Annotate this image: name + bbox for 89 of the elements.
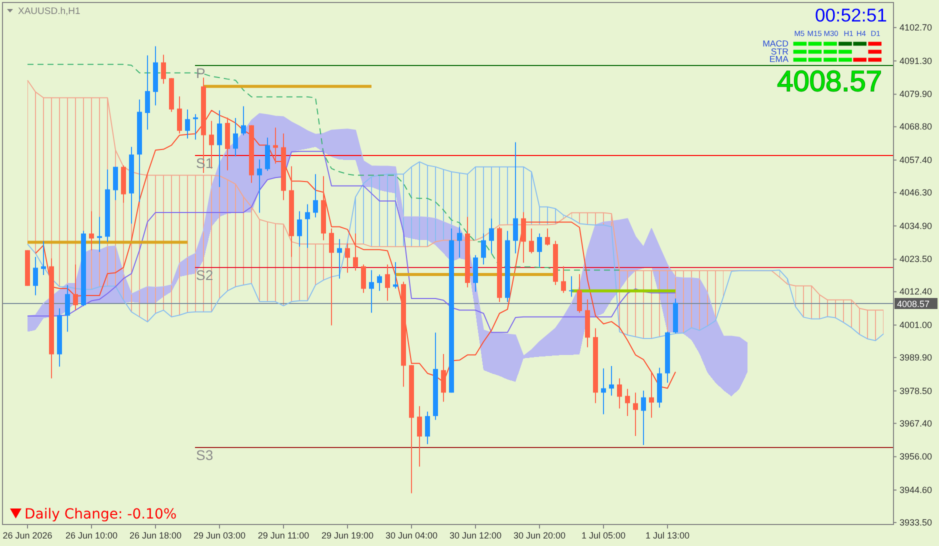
annotation: MACD	[762, 38, 788, 48]
candlestick	[377, 274, 382, 292]
y-tick-label: 4091.30	[900, 56, 932, 66]
x-tick-label: 1 Jul 05:00	[581, 530, 626, 540]
candlestick	[361, 264, 366, 294]
candlestick	[217, 110, 222, 188]
x-tick-label: 26 Jun 10:00	[65, 530, 118, 540]
candlestick	[537, 233, 542, 268]
candlestick	[329, 228, 334, 326]
y-tick-label: 4057.40	[900, 154, 932, 165]
chart-title: XAUUSD.h,H1	[18, 6, 80, 17]
candlestick	[337, 238, 342, 280]
x-tick-label: 26 Jun 18:00	[129, 530, 182, 540]
candlestick	[513, 142, 518, 254]
annotation: STR	[770, 46, 788, 56]
annotation: 00:52:51	[814, 4, 887, 26]
candlestick	[529, 228, 534, 254]
ref-line-label: 4008.57	[897, 299, 930, 309]
candlestick	[185, 108, 190, 139]
candlestick	[345, 242, 350, 274]
candlestick	[569, 276, 574, 298]
candlestick	[97, 216, 102, 252]
y-tick-label: 4079.90	[900, 89, 932, 100]
candlestick	[609, 366, 614, 396]
y-tick-label: 3978.50	[900, 386, 932, 396]
x-tick-label: 30 Jun 04:00	[385, 530, 438, 540]
annotation: 4008.57	[777, 66, 882, 98]
candlestick	[177, 96, 182, 134]
y-tick-label: 3956.00	[900, 452, 932, 462]
y-tick-label: 4034.90	[900, 220, 932, 231]
candlestick	[601, 368, 606, 415]
candlestick	[393, 262, 398, 290]
x-tick-label: 26 Jun 2026	[2, 530, 52, 540]
y-tick-label: 4023.50	[900, 254, 932, 264]
candlestick	[617, 378, 622, 409]
candlestick	[305, 204, 310, 248]
candlestick	[65, 284, 70, 332]
candlestick	[353, 233, 358, 272]
candlestick	[417, 406, 422, 468]
candlestick	[441, 354, 446, 402]
ref-line-label: P	[196, 65, 206, 81]
y-tick-label: 4102.70	[900, 22, 932, 32]
line-series	[27, 150, 676, 333]
candlestick	[481, 233, 486, 266]
candlestick	[625, 388, 630, 417]
candlestick	[489, 218, 494, 254]
y-tick-label: 4068.80	[900, 122, 932, 132]
y-tick-label: 3933.50	[900, 517, 932, 528]
candlestick	[545, 228, 550, 246]
annotation: Daily Change: -0.10%	[24, 506, 177, 522]
candlestick	[313, 174, 318, 218]
y-tick-label: 3967.40	[900, 418, 932, 428]
candlestick	[297, 210, 302, 248]
candlestick	[145, 54, 150, 130]
candlestick	[257, 159, 262, 214]
candlestick	[521, 212, 526, 264]
candlestick	[233, 117, 238, 157]
annotation: EMA	[769, 54, 789, 64]
candlestick	[425, 411, 430, 445]
candlestick	[641, 390, 646, 446]
candlestick	[577, 274, 582, 314]
candlestick	[369, 270, 374, 314]
line-series	[27, 64, 620, 271]
candlestick	[457, 226, 462, 258]
x-tick-label: 29 Jun 11:00	[258, 530, 310, 540]
candlestick	[113, 166, 118, 201]
candlestick	[561, 266, 566, 294]
y-tick-label: 4046.30	[900, 187, 932, 198]
candlestick	[241, 106, 246, 136]
x-tick-label: 30 Jun 20:00	[513, 530, 566, 540]
x-tick-label: 1 Jul 13:00	[645, 530, 690, 540]
x-tick-label: 30 Jun 12:00	[449, 530, 502, 540]
y-tick-label: 4012.40	[900, 286, 932, 297]
candlestick	[385, 264, 390, 302]
candlestick	[265, 137, 270, 172]
candlestick	[273, 127, 278, 164]
candlestick	[33, 256, 38, 296]
y-tick-label: 4001.00	[900, 320, 932, 330]
candlestick	[89, 210, 94, 251]
candlestick	[41, 240, 46, 276]
candlestick	[633, 392, 638, 436]
y-tick-label: 3989.90	[900, 352, 932, 362]
x-tick-label: 29 Jun 19:00	[321, 530, 374, 540]
candlestick	[161, 54, 166, 84]
x-tick-label: 29 Jun 03:00	[193, 530, 246, 540]
y-tick-label: 3944.60	[900, 484, 932, 495]
candlestick	[73, 264, 78, 311]
ref-line-label: S3	[196, 447, 214, 463]
candlestick	[649, 372, 654, 418]
